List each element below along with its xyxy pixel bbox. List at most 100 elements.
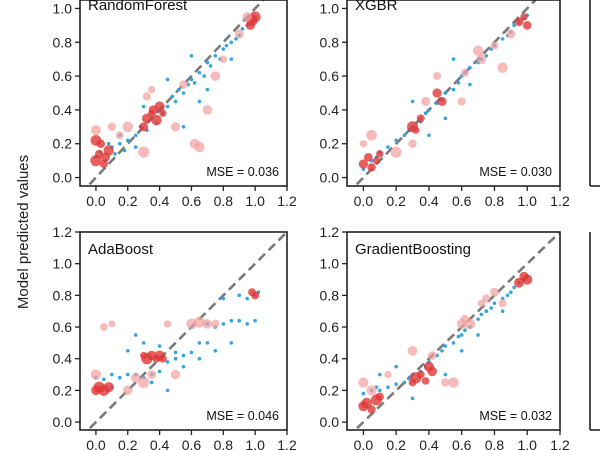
train-point xyxy=(197,341,202,345)
clipped-panel-edge xyxy=(589,232,600,431)
train-point xyxy=(394,138,398,143)
x-tick-label: 0.2 xyxy=(118,437,138,450)
train-point xyxy=(500,37,505,41)
train-point xyxy=(110,372,114,377)
test-point xyxy=(96,139,105,148)
y-tick-label: 1.2 xyxy=(53,224,73,240)
train-point xyxy=(224,43,229,48)
test-point xyxy=(421,377,430,385)
x-tick-label: 1.0 xyxy=(245,193,265,209)
y-tick-label: 0.6 xyxy=(320,319,340,335)
y-tick-label: 0.0 xyxy=(320,414,340,430)
test-light-point xyxy=(202,105,213,115)
identity-line xyxy=(86,232,287,430)
train-point xyxy=(173,99,178,104)
plot-area xyxy=(353,0,538,186)
train-point xyxy=(125,372,130,377)
train-point xyxy=(197,356,202,361)
test-light-point xyxy=(390,146,402,158)
train-point xyxy=(221,47,226,51)
train-point xyxy=(173,356,178,361)
train-point xyxy=(189,77,194,82)
train-point xyxy=(229,57,234,61)
train-point xyxy=(443,344,448,348)
y-tick-label: 0.0 xyxy=(53,414,73,430)
train-point xyxy=(149,380,154,385)
test-light-point xyxy=(147,85,156,94)
train-point xyxy=(221,296,226,301)
test-light-point xyxy=(440,378,450,387)
train-point xyxy=(157,369,162,374)
train-point xyxy=(213,349,218,353)
mse-annotation: MSE = 0.046 xyxy=(206,409,279,423)
test-point xyxy=(432,88,442,98)
test-light-point xyxy=(408,139,417,148)
test-point xyxy=(416,114,425,123)
x-tick-label: 1.2 xyxy=(277,193,297,209)
test-light-point xyxy=(108,320,116,328)
test-light-point xyxy=(123,385,133,396)
x-tick-label: 0.0 xyxy=(86,193,106,209)
test-point xyxy=(99,159,108,169)
test-light-point xyxy=(407,345,418,356)
y-tick-label: 0.0 xyxy=(53,170,73,186)
identity-line xyxy=(353,232,560,430)
train-point xyxy=(245,322,249,326)
test-light-point xyxy=(498,299,507,308)
train-point xyxy=(234,37,238,41)
test-light-point xyxy=(138,376,150,389)
test-light-point xyxy=(170,122,181,132)
train-point xyxy=(165,388,170,393)
test-point xyxy=(376,150,384,158)
axes-frame xyxy=(346,231,561,431)
panel-title: RandomForest xyxy=(88,0,188,14)
train-point xyxy=(377,388,382,393)
test-light-point xyxy=(210,71,221,81)
panel-randomforest: 0.0 0.2 0.4 0.6 0.8 1.0 1.2 0.0 0.2 0.4 0.6 0.8 1.0 R… xyxy=(53,0,297,209)
test-light-point xyxy=(193,316,205,328)
test-point xyxy=(245,20,255,30)
train-point xyxy=(512,285,516,290)
x-tick-label: 0.0 xyxy=(354,437,374,450)
train-point xyxy=(361,391,366,396)
x-tick-label: 0.2 xyxy=(386,437,406,450)
train-point xyxy=(165,104,170,109)
train-point xyxy=(181,353,186,358)
train-point xyxy=(189,54,194,58)
train-point xyxy=(407,375,412,380)
test-light-point xyxy=(122,121,134,133)
train-point xyxy=(468,82,472,87)
test-light-point xyxy=(130,372,141,383)
test-light-point xyxy=(457,97,466,106)
train-point xyxy=(463,328,467,333)
plot-area xyxy=(353,232,560,430)
test-light-point xyxy=(497,62,508,73)
test-light-point xyxy=(427,351,437,360)
mse-annotation: MSE = 0.036 xyxy=(206,165,279,179)
test-point xyxy=(522,21,532,30)
test-light-point xyxy=(482,294,491,303)
train-point xyxy=(440,349,444,353)
train-point xyxy=(512,23,516,28)
train-point xyxy=(237,293,242,298)
x-tick-label: 0.6 xyxy=(452,193,472,209)
train-point xyxy=(205,341,210,345)
train-point xyxy=(451,57,456,61)
panel-title: GradientBoosting xyxy=(355,241,471,258)
train-point xyxy=(133,133,138,138)
train-point xyxy=(125,138,130,143)
train-point xyxy=(197,99,202,104)
train-point xyxy=(141,341,146,345)
test-point xyxy=(367,163,376,172)
test-light-point xyxy=(358,377,369,388)
test-light-point xyxy=(142,92,151,101)
x-tick-label: 0.4 xyxy=(419,437,439,450)
train-point xyxy=(229,318,234,323)
x-tick-label: 1.0 xyxy=(245,437,265,450)
y-tick-label: 0.4 xyxy=(53,351,73,367)
x-tick-label: 1.2 xyxy=(550,437,570,450)
train-point xyxy=(165,77,170,82)
panel-xgbr: 0.0 0.2 0.4 0.6 0.8 1.0 1.2 0.0 0.2 0.4 0.6 0.8 1.0 X… xyxy=(320,0,570,209)
identity-line xyxy=(86,0,265,186)
test-point xyxy=(375,392,384,401)
